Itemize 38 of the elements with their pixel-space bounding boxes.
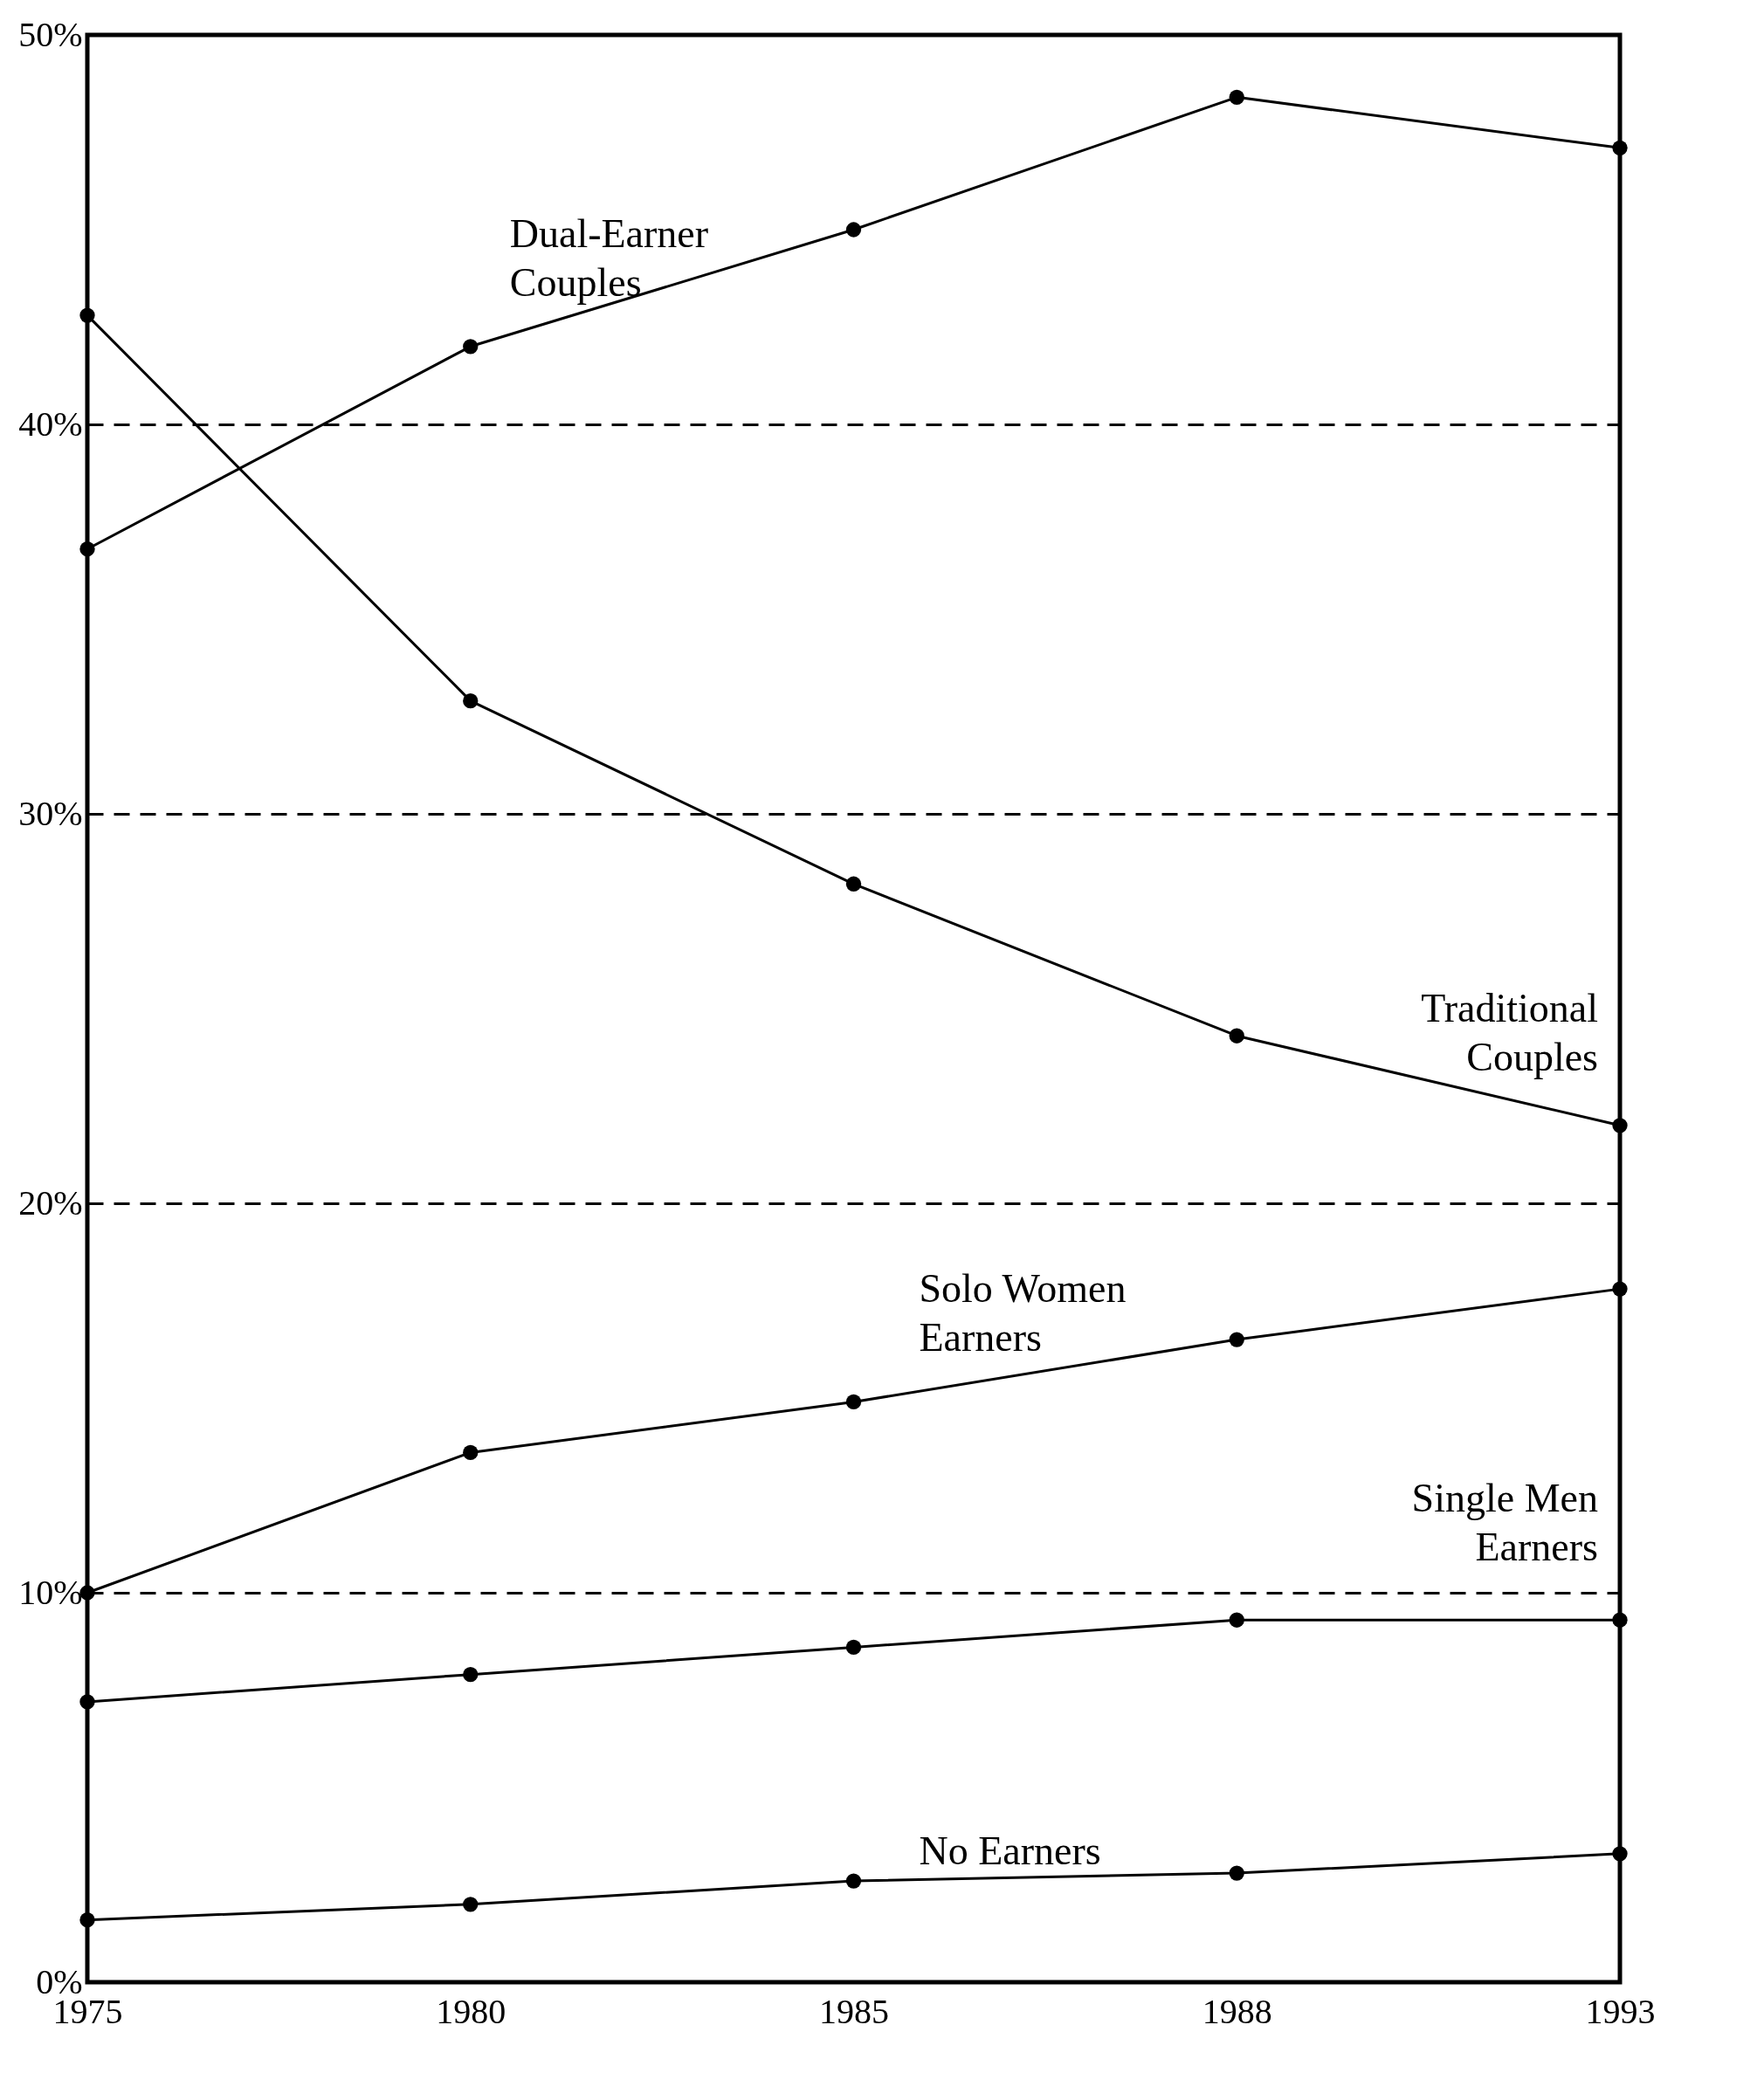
point <box>463 1444 479 1461</box>
point <box>463 693 479 709</box>
series-label: Single Men Earners <box>1411 1476 1598 1570</box>
y-tick-label: 30% <box>18 793 83 833</box>
point <box>1229 1028 1244 1043</box>
x-tick-label: 1993 <box>1585 1991 1656 2031</box>
point <box>845 876 862 892</box>
point <box>1229 1865 1244 1881</box>
point <box>79 1694 95 1710</box>
x-tick-label: 1985 <box>819 1991 889 2031</box>
y-tick-label: 50% <box>18 14 83 54</box>
point <box>1612 1281 1628 1297</box>
point <box>1612 1118 1628 1133</box>
point <box>845 222 862 238</box>
series-label: Dual-Earner Couples <box>509 210 709 305</box>
y-tick-label: 40% <box>18 403 83 444</box>
point <box>845 1873 862 1889</box>
point <box>79 307 95 323</box>
point <box>1612 1846 1628 1862</box>
series-label: Solo Women Earners <box>919 1266 1127 1360</box>
point <box>1612 140 1628 155</box>
point <box>845 1394 862 1410</box>
y-tick-label: 10% <box>18 1572 83 1612</box>
series-label: No Earners <box>919 1829 1101 1874</box>
x-tick-label: 1988 <box>1202 1991 1272 2031</box>
point <box>1229 1332 1244 1347</box>
point <box>79 1912 95 1928</box>
point <box>1229 1612 1244 1628</box>
point <box>79 541 95 557</box>
y-tick-label: 20% <box>18 1182 83 1223</box>
point <box>1229 89 1244 105</box>
point <box>463 1667 479 1683</box>
point <box>463 1897 479 1912</box>
x-tick-label: 1980 <box>436 1991 506 2031</box>
point <box>1612 1612 1628 1628</box>
series-label: Traditional Couples <box>1421 985 1598 1079</box>
point <box>463 339 479 355</box>
point <box>845 1639 862 1656</box>
